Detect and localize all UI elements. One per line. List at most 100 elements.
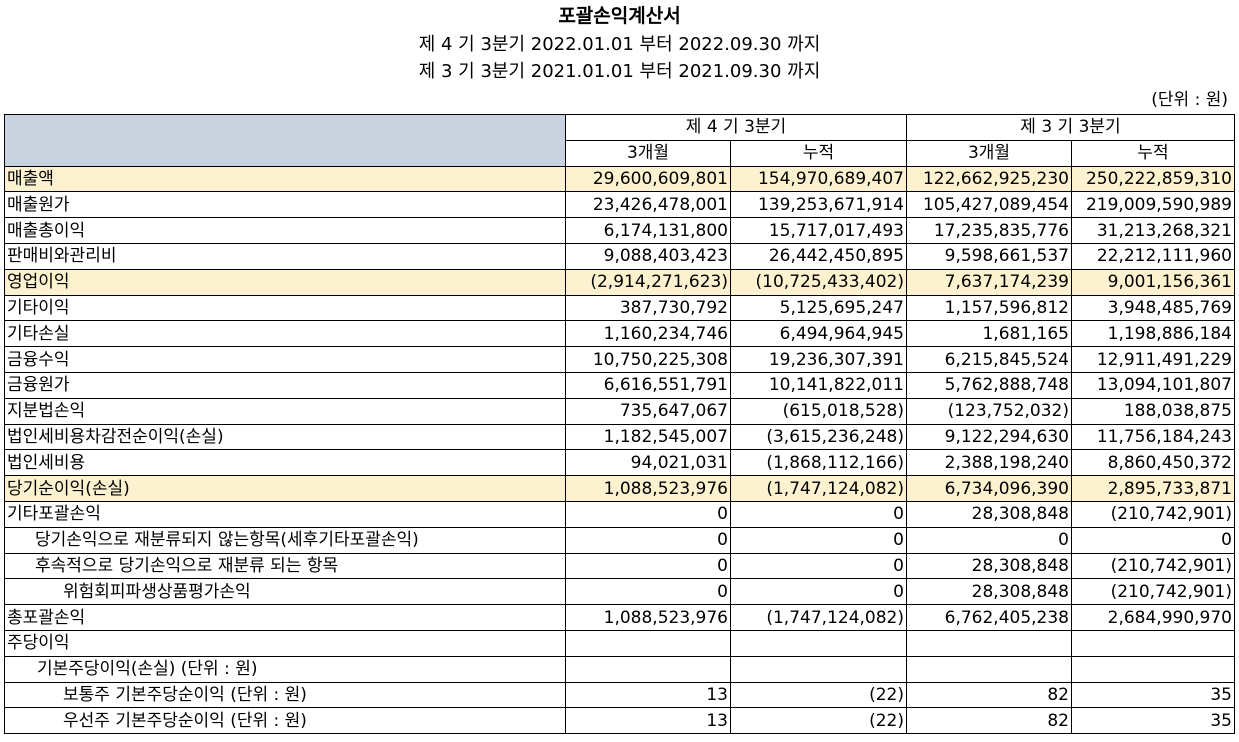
cell-value: 6,174,131,800 — [565, 217, 731, 244]
cell-value: 23,426,478,001 — [565, 191, 731, 219]
row-label: 우선주 기본주당순이익 (단위 : 원) — [4, 707, 566, 735]
cell-value: 13,094,101,807 — [1071, 371, 1235, 399]
row-label: 금융원가 — [4, 371, 566, 399]
unit-note: (단위 : 원) — [1151, 90, 1228, 110]
row-label: 지분법손익 — [4, 397, 566, 425]
cell-value: 10,750,225,308 — [565, 346, 731, 373]
cell-value: 1,182,545,007 — [565, 423, 731, 451]
cell-value: 219,009,590,989 — [1071, 191, 1235, 219]
cell-value: 2,895,733,871 — [1071, 475, 1235, 502]
table-row: 우선주 기본주당순이익 (단위 : 원) 13 (22) 82 35 — [4, 707, 1235, 735]
cell-value: (3,615,236,248) — [730, 423, 907, 451]
cell-value: (2,914,271,623) — [565, 268, 731, 296]
table-row: 금융수익 10,750,225,308 19,236,307,391 6,215… — [4, 346, 1235, 373]
cell-value: 2,388,198,240 — [906, 449, 1072, 477]
table-row: 기타이익 387,730,792 5,125,695,247 1,157,596… — [4, 294, 1235, 322]
cell-value: 9,598,661,537 — [906, 242, 1072, 270]
table-row: 영업이익 (2,914,271,623) (10,725,433,402) 7,… — [4, 268, 1235, 296]
header-cum-current: 누적 — [730, 139, 907, 167]
table-row: 주당이익 — [4, 629, 1235, 657]
cell-value: 82 — [906, 681, 1072, 709]
cell-value: 1,681,165 — [906, 320, 1072, 348]
cell-value: 29,600,609,801 — [565, 165, 731, 193]
cell-value: 17,235,835,776 — [906, 217, 1072, 244]
cell-value: 9,122,294,630 — [906, 423, 1072, 451]
cell-value: 28,308,848 — [906, 578, 1072, 606]
row-label: 후속적으로 당기손익으로 재분류 되는 항목 — [4, 552, 566, 580]
cell-value — [906, 655, 1072, 683]
cell-value: 387,730,792 — [565, 294, 731, 322]
cell-value: (1,868,112,166) — [730, 449, 907, 477]
cell-value: (1,747,124,082) — [730, 604, 907, 631]
cell-value: 6,494,964,945 — [730, 320, 907, 348]
cell-value: 3,948,485,769 — [1071, 294, 1235, 322]
header-corner — [4, 114, 566, 167]
cell-value: 122,662,925,230 — [906, 165, 1072, 193]
cell-value: 154,970,689,407 — [730, 165, 907, 193]
table-row: 위험회피파생상품평가손익 0 0 28,308,848 (210,742,901… — [4, 578, 1235, 606]
cell-value: (22) — [730, 681, 907, 709]
row-label: 매출총이익 — [4, 217, 566, 244]
row-label: 기타손실 — [4, 320, 566, 348]
row-label: 법인세비용 — [4, 449, 566, 477]
cell-value: (10,725,433,402) — [730, 268, 907, 296]
cell-value: (22) — [730, 707, 907, 735]
table-row: 매출원가 23,426,478,001 139,253,671,914 105,… — [4, 191, 1235, 219]
cell-value: 0 — [730, 526, 907, 554]
table-row: 법인세비용 94,021,031 (1,868,112,166) 2,388,1… — [4, 449, 1235, 477]
cell-value — [730, 655, 907, 683]
cell-value: 9,001,156,361 — [1071, 268, 1235, 296]
row-label: 금융수익 — [4, 346, 566, 373]
row-label: 기본주당이익(손실) (단위 : 원) — [4, 655, 566, 683]
cell-value: (210,742,901) — [1071, 578, 1235, 606]
cell-value: (615,018,528) — [730, 397, 907, 425]
row-label: 영업이익 — [4, 268, 566, 296]
table-row: 매출총이익 6,174,131,800 15,717,017,493 17,23… — [4, 217, 1235, 244]
table-row: 총포괄손익 1,088,523,976 (1,747,124,082) 6,76… — [4, 604, 1235, 631]
row-label: 판매비와관리비 — [4, 242, 566, 270]
cell-value: 11,756,184,243 — [1071, 423, 1235, 451]
cell-value — [730, 629, 907, 657]
table-row: 당기손익으로 재분류되지 않는항목(세후기타포괄손익) 0 0 0 0 — [4, 526, 1235, 554]
cell-value: 0 — [565, 526, 731, 554]
row-label: 매출원가 — [4, 191, 566, 219]
cell-value: (210,742,901) — [1071, 552, 1235, 580]
cell-value: 139,253,671,914 — [730, 191, 907, 219]
cell-value: 8,860,450,372 — [1071, 449, 1235, 477]
cell-value: (123,752,032) — [906, 397, 1072, 425]
cell-value — [1071, 629, 1235, 657]
table-row: 법인세비용차감전순이익(손실) 1,182,545,007 (3,615,236… — [4, 423, 1235, 451]
row-label: 주당이익 — [4, 629, 566, 657]
cell-value — [565, 655, 731, 683]
row-label: 당기순이익(손실) — [4, 475, 566, 502]
cell-value: 31,213,268,321 — [1071, 217, 1235, 244]
current-period: 제 4 기 3분기 2022.01.01 부터 2022.09.30 까지 — [418, 34, 821, 55]
header-3m-current: 3개월 — [565, 139, 731, 167]
cell-value — [565, 629, 731, 657]
row-label: 매출액 — [4, 165, 566, 193]
cell-value: 6,762,405,238 — [906, 604, 1072, 631]
table-row: 후속적으로 당기손익으로 재분류 되는 항목 0 0 28,308,848 (2… — [4, 552, 1235, 580]
cell-value: 7,637,174,239 — [906, 268, 1072, 296]
row-label: 기타이익 — [4, 294, 566, 322]
cell-value: 0 — [730, 578, 907, 606]
cell-value: 5,125,695,247 — [730, 294, 907, 322]
cell-value: 26,442,450,895 — [730, 242, 907, 270]
cell-value: 1,157,596,812 — [906, 294, 1072, 322]
cell-value: 9,088,403,423 — [565, 242, 731, 270]
header-group-current: 제 4 기 3분기 — [565, 114, 907, 141]
table-row: 당기순이익(손실) 1,088,523,976 (1,747,124,082) … — [4, 475, 1235, 502]
header-row-groups: 제 4 기 3분기 제 3 기 3분기 — [4, 114, 1235, 167]
row-label: 당기손익으로 재분류되지 않는항목(세후기타포괄손익) — [4, 526, 566, 554]
cell-value: 35 — [1071, 707, 1235, 735]
cell-value: 188,038,875 — [1071, 397, 1235, 425]
row-label: 보통주 기본주당순이익 (단위 : 원) — [4, 681, 566, 709]
cell-value: 28,308,848 — [906, 552, 1072, 580]
income-statement-table: 제 4 기 3분기 제 3 기 3분기 3개월 누적 3개월 누적 매출액 29… — [4, 114, 1235, 735]
cell-value: 19,236,307,391 — [730, 346, 907, 373]
cell-value: 82 — [906, 707, 1072, 735]
cell-value: 6,616,551,791 — [565, 371, 731, 399]
table-row: 보통주 기본주당순이익 (단위 : 원) 13 (22) 82 35 — [4, 681, 1235, 709]
row-label: 총포괄손익 — [4, 604, 566, 631]
cell-value: 6,215,845,524 — [906, 346, 1072, 373]
